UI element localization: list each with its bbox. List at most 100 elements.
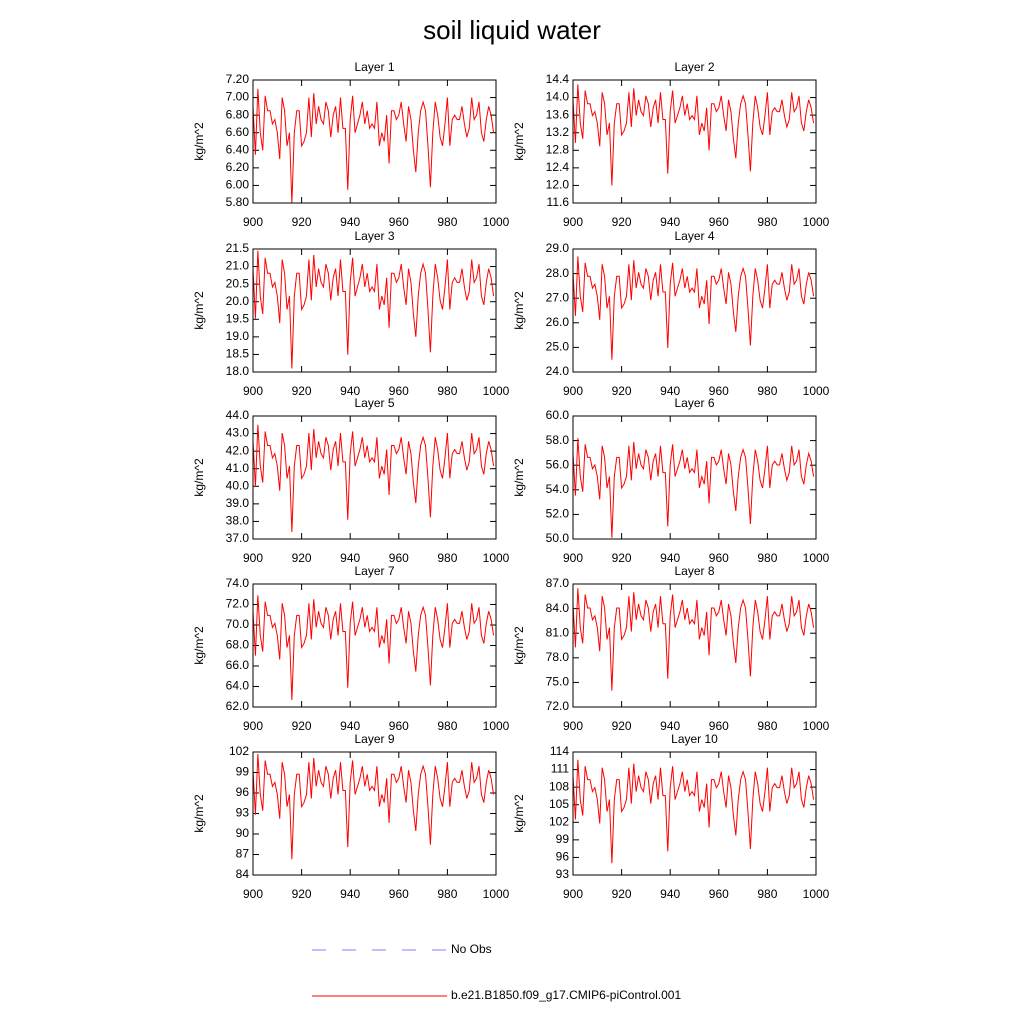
- y-tick-label: 87.0: [546, 576, 570, 590]
- y-tick-label: 21.5: [226, 241, 250, 255]
- chart-title: soil liquid water: [423, 15, 601, 45]
- data-line: [252, 424, 495, 532]
- y-tick-label: 6.40: [226, 142, 250, 156]
- y-tick-label: 28.0: [546, 266, 570, 280]
- x-tick-label: 920: [612, 719, 632, 733]
- x-tick-label: 960: [389, 887, 409, 901]
- x-tick-label: 940: [660, 719, 680, 733]
- x-tick-label: 940: [340, 719, 360, 733]
- y-tick-label: 62.0: [226, 699, 250, 713]
- data-line: [252, 753, 495, 860]
- y-tick-label: 64.0: [226, 679, 250, 693]
- x-tick-label: 1000: [483, 551, 510, 565]
- x-tick-label: 940: [660, 551, 680, 565]
- y-tick-label: 74.0: [226, 576, 250, 590]
- y-tick-label: 25.0: [546, 340, 570, 354]
- y-tick-label: 21.0: [226, 259, 250, 273]
- x-tick-label: 940: [660, 215, 680, 229]
- y-axis-label: kg/m^2: [192, 122, 206, 161]
- y-tick-label: 52.0: [546, 507, 570, 521]
- y-tick-label: 105: [549, 797, 569, 811]
- data-line: [572, 588, 815, 691]
- y-tick-label: 90: [236, 826, 250, 840]
- y-tick-label: 14.4: [546, 72, 570, 86]
- y-tick-label: 19.0: [226, 329, 250, 343]
- x-tick-label: 960: [709, 887, 729, 901]
- y-tick-label: 75.0: [546, 675, 570, 689]
- y-tick-label: 13.6: [546, 107, 570, 121]
- y-tick-label: 12.0: [546, 178, 570, 192]
- x-tick-label: 900: [563, 215, 583, 229]
- y-tick-label: 43.0: [226, 426, 250, 440]
- y-tick-label: 70.0: [226, 617, 250, 631]
- y-tick-label: 12.8: [546, 142, 570, 156]
- x-tick-label: 900: [563, 719, 583, 733]
- y-tick-label: 6.20: [226, 160, 250, 174]
- data-line: [572, 438, 815, 538]
- legend-label: No Obs: [451, 942, 492, 956]
- y-tick-label: 84.0: [546, 601, 570, 615]
- y-tick-label: 6.60: [226, 125, 250, 139]
- x-tick-label: 1000: [803, 719, 830, 733]
- x-tick-label: 940: [340, 215, 360, 229]
- y-tick-label: 26.0: [546, 315, 570, 329]
- y-tick-label: 37.0: [226, 531, 250, 545]
- y-tick-label: 72.0: [226, 597, 250, 611]
- plot-frame: [252, 415, 497, 540]
- y-tick-label: 114: [550, 744, 569, 758]
- y-tick-label: 81.0: [546, 625, 570, 639]
- y-tick-label: 93: [236, 806, 250, 820]
- plot-frame: [252, 751, 497, 876]
- x-tick-label: 940: [660, 887, 680, 901]
- y-tick-label: 58.0: [546, 433, 570, 447]
- panel-title: Layer 5: [354, 396, 394, 410]
- panel-title: Layer 8: [674, 564, 714, 578]
- y-tick-label: 60.0: [546, 408, 570, 422]
- y-tick-label: 5.80: [226, 195, 250, 209]
- y-tick-label: 54.0: [546, 482, 570, 496]
- x-tick-label: 1000: [483, 719, 510, 733]
- x-tick-label: 980: [437, 215, 457, 229]
- x-tick-label: 960: [389, 384, 409, 398]
- y-tick-label: 13.2: [546, 125, 570, 139]
- plot-frame: [572, 248, 817, 373]
- y-axis-label: kg/m^2: [192, 626, 206, 665]
- x-tick-label: 960: [389, 215, 409, 229]
- data-line: [252, 88, 495, 204]
- y-tick-label: 99: [236, 765, 250, 779]
- y-tick-label: 44.0: [226, 408, 250, 422]
- y-tick-label: 7.00: [226, 90, 250, 104]
- y-axis-label: kg/m^2: [512, 458, 526, 497]
- plot-frame: [252, 248, 497, 373]
- data-line: [572, 759, 815, 864]
- x-tick-label: 920: [292, 384, 312, 398]
- data-line: [572, 256, 815, 360]
- y-tick-label: 6.80: [226, 107, 250, 121]
- x-tick-label: 900: [243, 215, 263, 229]
- plot-frame: [252, 583, 497, 708]
- panel-title: Layer 9: [354, 732, 394, 746]
- x-tick-label: 1000: [803, 887, 830, 901]
- x-tick-label: 960: [709, 719, 729, 733]
- y-tick-label: 20.0: [226, 294, 250, 308]
- x-tick-label: 900: [563, 887, 583, 901]
- x-tick-label: 900: [243, 887, 263, 901]
- panel-title: Layer 1: [354, 60, 394, 74]
- y-tick-label: 7.20: [226, 72, 250, 86]
- y-tick-label: 14.0: [546, 90, 570, 104]
- x-tick-label: 1000: [483, 887, 510, 901]
- y-tick-label: 40.0: [226, 478, 250, 492]
- plot-frame: [572, 751, 817, 876]
- y-tick-label: 38.0: [226, 514, 250, 528]
- x-tick-label: 940: [340, 887, 360, 901]
- y-tick-label: 93: [556, 867, 570, 881]
- y-tick-label: 108: [549, 779, 569, 793]
- y-tick-label: 84: [236, 867, 250, 881]
- x-tick-label: 960: [709, 215, 729, 229]
- y-tick-label: 96: [236, 785, 250, 799]
- y-axis-label: kg/m^2: [192, 794, 206, 833]
- x-tick-label: 920: [292, 719, 312, 733]
- x-tick-label: 900: [563, 551, 583, 565]
- y-tick-label: 11.6: [547, 195, 570, 209]
